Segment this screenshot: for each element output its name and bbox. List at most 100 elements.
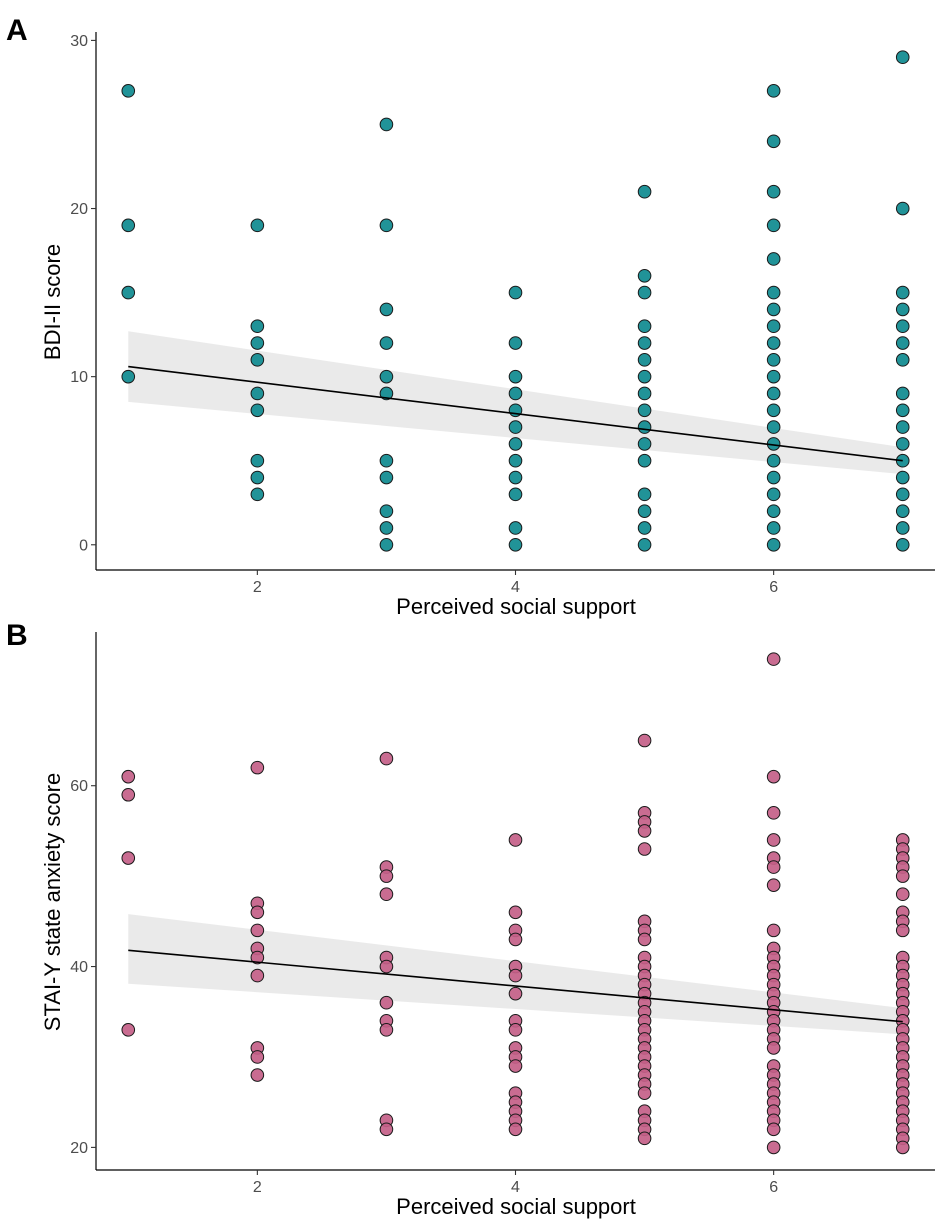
panel-a-data-point [895, 319, 910, 334]
panel-a-data-point [379, 117, 394, 132]
panel-b-data-point [121, 769, 136, 784]
panel-a-data-point [637, 403, 652, 418]
panel-a-data-point [766, 84, 781, 98]
panel-a-data-point [508, 470, 523, 485]
panel-b-x-tick-label: 6 [769, 1179, 778, 1196]
panel-a-data-point [379, 302, 394, 317]
panel-a-data-point [250, 386, 265, 401]
panel-a-points [121, 50, 910, 552]
panel-b-data-point [895, 869, 910, 883]
panel-a-data-point [895, 437, 910, 451]
panel-b-data-point [379, 959, 394, 974]
panel-b-letter: B [6, 619, 28, 652]
panel-b-data-point [508, 833, 523, 847]
panel-a-data-point [895, 353, 910, 367]
panel-a-data-point [895, 386, 910, 401]
panel-a-data-point [250, 218, 265, 233]
panel-a-data-point [766, 285, 781, 300]
panel-a-data-point [637, 420, 652, 434]
panel-a-data-point [895, 285, 910, 300]
panel-b-data-point [250, 923, 265, 938]
panel-a-data-point [895, 336, 910, 350]
panel-b-data-point [379, 751, 394, 766]
panel-a-data-point [508, 437, 523, 451]
panel-a-data-point [766, 369, 781, 384]
panel-b-data-point [379, 887, 394, 902]
panel-a-data-point [766, 353, 781, 367]
panel-a-data-point [121, 84, 136, 98]
panel-a-confidence-band [128, 331, 903, 475]
panel-a-data-point [766, 386, 781, 401]
panel-b-data-point [637, 932, 652, 947]
panel-a-data-point [766, 420, 781, 434]
panel-b-data-point [250, 1068, 265, 1082]
panel-a-data-point [379, 504, 394, 518]
panel-b-data-point [250, 950, 265, 965]
panel-b-data-point [766, 1140, 781, 1155]
panel-a-data-point [766, 252, 781, 266]
panel-a-x-axis-title: Perceived social support [396, 594, 636, 619]
panel-a-data-point [637, 521, 652, 535]
panel-a-data-point [895, 420, 910, 434]
panel-a-x-tick-label: 4 [511, 579, 520, 596]
panel-a-data-point [121, 218, 136, 233]
panel-a-data-point [766, 319, 781, 334]
panel-b-x-tick-label: 4 [511, 1179, 520, 1196]
panel-b-data-point [508, 1122, 523, 1137]
panel-a-x-tick-label: 2 [253, 579, 262, 596]
panel-a-data-point [508, 537, 523, 552]
panel-a-data-point [379, 453, 394, 468]
panel-a-data-point [766, 403, 781, 418]
panel-b-data-point [766, 833, 781, 847]
panel-b-data-point [508, 905, 523, 920]
panel-b-x-tick-label: 2 [253, 1179, 262, 1196]
panel-a-data-point [637, 504, 652, 518]
panel-a-data-point [895, 537, 910, 552]
panel-a-data-point [250, 470, 265, 485]
panel-b-data-point [250, 905, 265, 920]
panel-a-data-point [508, 420, 523, 434]
panel-b-data-point [637, 824, 652, 838]
panel-a-data-point [766, 504, 781, 518]
panel-a-data-point [637, 184, 652, 199]
panel-a-data-point [766, 218, 781, 233]
panel-a-x-tick-label: 6 [769, 579, 778, 596]
panel-a-y-tick-label: 0 [79, 537, 88, 554]
panel-b-y-axis-title: STAI-Y state anxiety score [40, 773, 65, 1031]
panel-a-data-point [637, 336, 652, 350]
panel-b-regression-line [128, 949, 903, 1023]
panel-a-data-point [637, 437, 652, 451]
panel-a-data-point [766, 184, 781, 199]
panel-a-data-point [250, 487, 265, 502]
panel-a-data-point [379, 218, 394, 233]
panel-a-data-point [508, 369, 523, 384]
panel-a-data-point [637, 285, 652, 300]
panel-b-data-point [121, 787, 136, 802]
panel-a-data-point [895, 487, 910, 502]
panel-b-data-point [121, 1023, 136, 1037]
panel-b-data-point [895, 923, 910, 938]
panel-a-data-point [250, 353, 265, 367]
panel-b-data-point [766, 806, 781, 820]
panel-b-data-point [637, 1086, 652, 1100]
panel-a-data-point [766, 470, 781, 485]
panel-a-data-point [508, 487, 523, 502]
panel-b-data-point [766, 923, 781, 938]
panel-b-y-tick-label: 40 [70, 959, 88, 976]
panel-b-data-point [250, 1050, 265, 1064]
panel-a-data-point [766, 453, 781, 468]
panel-a-data-point [637, 453, 652, 468]
panel-a-data-point [895, 521, 910, 535]
panel-a-data-point [766, 134, 781, 149]
panel-b-data-point [250, 760, 265, 775]
panel-b-data-point [637, 1131, 652, 1146]
panel-a-data-point [895, 50, 910, 65]
panel-a-data-point [508, 285, 523, 300]
panel-a-data-point [895, 504, 910, 518]
panel-b-data-point [121, 851, 136, 865]
panel-a-y-tick-label: 20 [70, 201, 88, 218]
panel-b-x-axis-title: Perceived social support [396, 1194, 636, 1219]
panel-b-data-point [508, 986, 523, 1001]
panel-a-data-point [508, 336, 523, 350]
panel-b-data-point [379, 1122, 394, 1137]
